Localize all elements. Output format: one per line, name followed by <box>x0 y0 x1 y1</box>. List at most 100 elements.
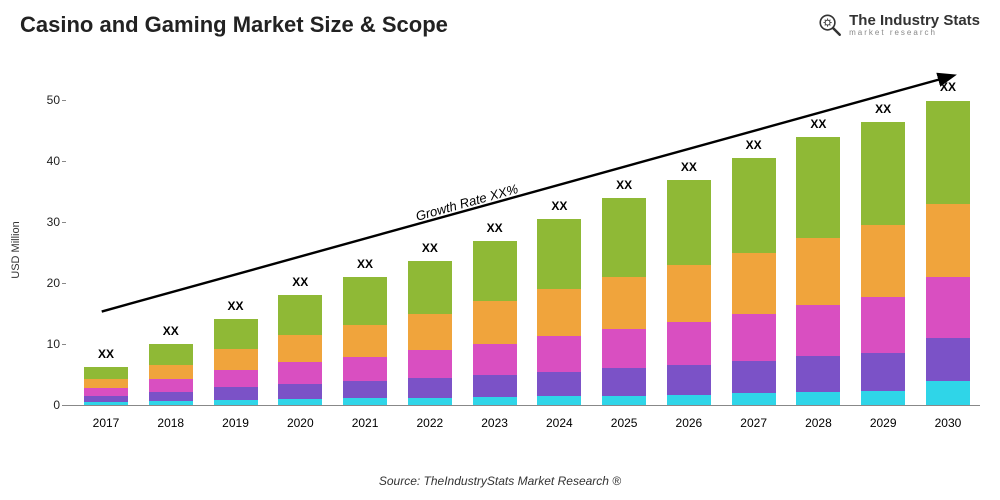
bar-segment <box>214 387 258 399</box>
bar-segment <box>149 379 193 391</box>
bar-value-label: XX <box>875 102 891 116</box>
bar-segment <box>926 338 970 381</box>
chart-area: 01020304050 XXXXXXXXXXXXXXXXXXXXXXXXXXXX… <box>64 70 980 430</box>
bar-segment <box>408 398 452 405</box>
bar-segment <box>84 367 128 379</box>
bar-segment <box>861 297 905 353</box>
bar-segment <box>926 277 970 338</box>
bar-segment <box>732 393 776 405</box>
bar-segment <box>278 335 322 362</box>
y-axis-label: USD Million <box>10 221 22 278</box>
bar-column: XX <box>149 344 193 405</box>
y-tick: 30 <box>30 215 60 229</box>
bar-segment <box>343 277 387 325</box>
bar-segment <box>732 361 776 393</box>
bar-segment <box>408 314 452 351</box>
y-tick: 20 <box>30 276 60 290</box>
bar-segment <box>861 391 905 405</box>
bar-segment <box>214 349 258 370</box>
bar-segment <box>473 375 517 397</box>
x-tick-label: 2022 <box>408 416 452 430</box>
bar-segment <box>796 305 840 357</box>
bar-segment <box>149 401 193 405</box>
bar-segment <box>343 357 387 381</box>
bar-segment <box>796 356 840 392</box>
bar-segment <box>537 289 581 336</box>
bar-segment <box>602 329 646 369</box>
logo: The Industry Stats market research <box>817 12 980 38</box>
x-tick-label: 2027 <box>732 416 776 430</box>
bar-segment <box>667 322 711 366</box>
bar-value-label: XX <box>163 324 179 338</box>
bar-segment <box>473 241 517 302</box>
bar-value-label: XX <box>228 299 244 313</box>
y-tick: 0 <box>30 398 60 412</box>
bar-segment <box>796 238 840 305</box>
x-tick-label: 2029 <box>861 416 905 430</box>
bar-segment <box>926 204 970 277</box>
bar-segment <box>667 180 711 265</box>
bar-column: XX <box>602 198 646 405</box>
bar-value-label: XX <box>810 117 826 131</box>
bar-segment <box>667 395 711 405</box>
bar-segment <box>732 253 776 314</box>
bar-segment <box>278 399 322 405</box>
bar-column: XX <box>732 158 776 405</box>
bar-segment <box>214 370 258 387</box>
bar-segment <box>732 314 776 362</box>
bar-column: XX <box>537 219 581 405</box>
bar-segment <box>278 295 322 335</box>
x-tick-label: 2023 <box>473 416 517 430</box>
bar-segment <box>602 198 646 277</box>
bar-value-label: XX <box>487 221 503 235</box>
bar-segment <box>343 381 387 398</box>
x-tick-label: 2018 <box>149 416 193 430</box>
bar-segment <box>84 402 128 405</box>
bar-column: XX <box>861 122 905 405</box>
x-tick-label: 2030 <box>926 416 970 430</box>
bar-segment <box>926 381 970 405</box>
bar-column: XX <box>84 367 128 405</box>
bar-segment <box>667 365 711 394</box>
x-tick-label: 2020 <box>278 416 322 430</box>
bar-column: XX <box>408 261 452 405</box>
bar-value-label: XX <box>681 160 697 174</box>
bar-segment <box>149 392 193 401</box>
logo-sub: market research <box>849 29 980 37</box>
bar-segment <box>602 396 646 405</box>
bar-segment <box>84 388 128 396</box>
bar-column: XX <box>278 295 322 405</box>
bar-segment <box>343 325 387 357</box>
x-axis-labels: 2017201820192020202120222023202420252026… <box>84 416 970 430</box>
bar-column: XX <box>926 100 970 405</box>
x-tick-label: 2017 <box>84 416 128 430</box>
plot: 01020304050 XXXXXXXXXXXXXXXXXXXXXXXXXXXX… <box>64 70 980 406</box>
y-tick: 10 <box>30 337 60 351</box>
bar-segment <box>408 261 452 314</box>
bar-segment <box>796 137 840 238</box>
bar-segment <box>537 372 581 396</box>
bar-value-label: XX <box>746 138 762 152</box>
bar-value-label: XX <box>422 241 438 255</box>
bar-column: XX <box>214 319 258 405</box>
x-tick-label: 2028 <box>796 416 840 430</box>
bar-segment <box>602 368 646 395</box>
bar-segment <box>408 378 452 397</box>
bar-value-label: XX <box>292 275 308 289</box>
page-title: Casino and Gaming Market Size & Scope <box>20 12 448 38</box>
bar-segment <box>667 265 711 322</box>
x-tick-label: 2025 <box>602 416 646 430</box>
bar-segment <box>343 398 387 405</box>
y-tick: 50 <box>30 93 60 107</box>
bar-segment <box>408 350 452 378</box>
bar-segment <box>473 344 517 376</box>
source-attribution: Source: TheIndustryStats Market Research… <box>0 474 1000 488</box>
bar-segment <box>732 158 776 252</box>
bar-segment <box>537 396 581 405</box>
bar-value-label: XX <box>551 199 567 213</box>
bar-value-label: XX <box>98 347 114 361</box>
bar-segment <box>214 319 258 349</box>
bar-segment <box>861 122 905 226</box>
logo-text: The Industry Stats market research <box>849 13 980 38</box>
bar-segment <box>149 344 193 365</box>
